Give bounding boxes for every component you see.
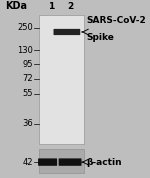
Text: 36: 36 [22,119,33,128]
Bar [39,150,84,173]
Text: 1: 1 [48,2,55,11]
Text: 130: 130 [17,46,33,55]
Text: 250: 250 [17,23,33,32]
Text: 95: 95 [22,60,33,69]
FancyBboxPatch shape [38,158,57,166]
Text: Spike: Spike [86,33,114,42]
Text: 42: 42 [22,158,33,167]
Bar [39,15,84,144]
FancyBboxPatch shape [59,158,82,166]
FancyBboxPatch shape [54,29,80,35]
Text: KDa: KDa [5,1,27,11]
Text: 72: 72 [22,74,33,83]
Text: 2: 2 [68,2,74,11]
Text: SARS-CoV-2: SARS-CoV-2 [86,16,146,25]
Text: 55: 55 [22,89,33,98]
Text: β-actin: β-actin [86,158,122,167]
